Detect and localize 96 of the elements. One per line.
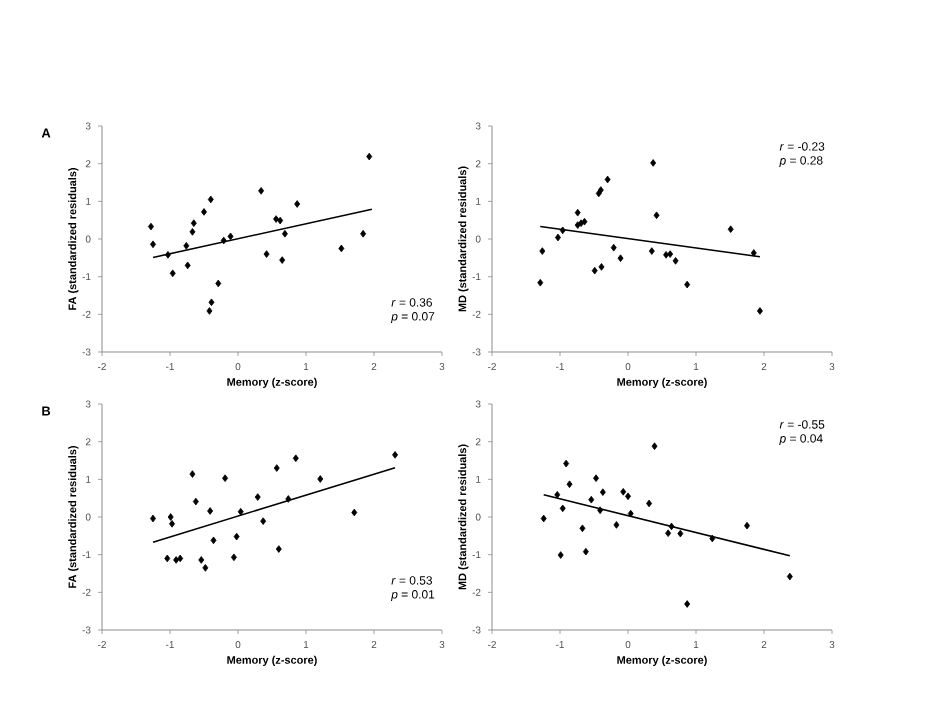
point: [277, 216, 284, 225]
point: [275, 545, 282, 553]
point: [273, 464, 280, 472]
point: [237, 507, 244, 516]
point: [557, 551, 564, 559]
point: [574, 208, 581, 217]
point: [598, 263, 605, 271]
point: [744, 521, 750, 530]
point: [273, 215, 280, 223]
point: [317, 475, 324, 483]
point: [597, 506, 604, 515]
point: [230, 553, 237, 562]
point: [177, 554, 184, 563]
point: [294, 200, 301, 208]
point: [233, 532, 240, 541]
point: [215, 279, 222, 288]
point: [599, 488, 606, 496]
point: [579, 524, 586, 533]
point: [281, 229, 288, 238]
point: [727, 225, 734, 234]
point: [555, 233, 561, 242]
point: [559, 504, 566, 513]
point: [220, 236, 227, 245]
point: [684, 600, 691, 608]
point: [279, 256, 286, 264]
point: [210, 536, 217, 545]
point: [184, 261, 191, 270]
point: [756, 307, 763, 315]
point: [563, 459, 570, 468]
point: [260, 517, 267, 525]
point: [537, 278, 544, 287]
point: [604, 175, 611, 184]
point: [651, 442, 658, 451]
point: [597, 186, 604, 194]
point: [258, 187, 265, 195]
point: [227, 232, 234, 241]
point: [148, 222, 154, 231]
point: [165, 251, 171, 259]
point: [667, 250, 674, 258]
point: [206, 307, 213, 315]
point: [540, 514, 547, 523]
point: [648, 247, 655, 255]
point: [539, 247, 546, 255]
point: [684, 280, 691, 289]
point: [663, 251, 670, 259]
point: [709, 534, 716, 543]
point: [173, 556, 180, 564]
point: [285, 495, 292, 503]
point: [222, 474, 229, 483]
point: [581, 217, 588, 226]
point: [192, 497, 199, 506]
point: [202, 564, 209, 572]
point: [207, 507, 214, 515]
point: [351, 508, 358, 517]
point: [150, 514, 156, 523]
point: [559, 226, 566, 235]
point: [169, 519, 175, 528]
point: [366, 152, 373, 161]
point: [750, 249, 757, 257]
point: [786, 572, 793, 581]
point: [198, 556, 205, 564]
point: [263, 250, 270, 258]
point: [201, 208, 207, 216]
point: [169, 269, 176, 278]
point: [582, 547, 589, 556]
point: [254, 493, 261, 501]
point: [566, 480, 573, 489]
point: [672, 257, 679, 265]
point: [150, 240, 156, 249]
point: [677, 529, 684, 538]
point: [164, 554, 171, 563]
point: [292, 454, 299, 463]
point: [668, 522, 675, 531]
point: [360, 229, 367, 238]
point: [617, 254, 624, 263]
point: [338, 244, 345, 253]
point: [189, 228, 196, 236]
point: [646, 499, 653, 508]
point: [591, 266, 598, 275]
point: [593, 474, 599, 483]
point: [610, 243, 617, 252]
point: [183, 241, 190, 250]
point: [620, 487, 627, 496]
point: [613, 521, 620, 529]
point: [653, 211, 660, 220]
point: [665, 529, 672, 538]
point: [207, 195, 214, 204]
point: [650, 159, 657, 167]
point: [189, 470, 196, 478]
point: [392, 451, 399, 459]
point: [554, 490, 561, 499]
point: [588, 495, 595, 504]
point: [208, 298, 215, 307]
point: [167, 513, 174, 521]
point: [190, 219, 197, 227]
point: [625, 492, 631, 501]
